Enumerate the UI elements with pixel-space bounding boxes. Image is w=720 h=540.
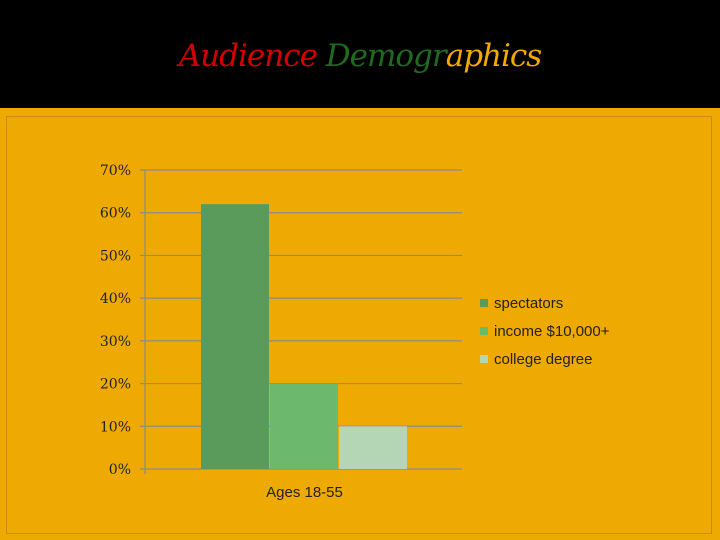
y-tick-label: 10% bbox=[100, 419, 131, 435]
legend-swatch bbox=[480, 327, 488, 335]
legend-label: income $10,000+ bbox=[494, 323, 610, 340]
legend-label: spectators bbox=[494, 295, 563, 312]
legend-swatch bbox=[480, 299, 488, 307]
bar-college-degree bbox=[339, 426, 407, 469]
y-tick-label: 60% bbox=[100, 206, 131, 222]
title-part-demogr: Demogr bbox=[325, 38, 447, 74]
y-tick-label: 20% bbox=[100, 377, 131, 393]
legend-swatch bbox=[480, 355, 488, 363]
bars bbox=[201, 204, 407, 469]
y-tick-label: 0% bbox=[109, 462, 131, 478]
y-tick-label: 30% bbox=[100, 334, 131, 350]
x-category-label: Ages 18-55 bbox=[266, 484, 343, 501]
y-tick-label: 40% bbox=[100, 291, 131, 307]
title-part-aphics: aphics bbox=[445, 38, 542, 74]
title-part-audience: Audience bbox=[178, 38, 326, 74]
y-axis-ticks: 0% 10% 20% 30% 40% 50% 60% 70% bbox=[100, 163, 131, 478]
y-tick-label: 70% bbox=[100, 163, 131, 179]
legend-label: college degree bbox=[494, 351, 592, 368]
y-tick-label: 50% bbox=[100, 248, 131, 264]
bar-spectators bbox=[201, 204, 269, 469]
legend: spectators income $10,000+ college degree bbox=[480, 295, 610, 368]
slide-title: Audience Demographics bbox=[0, 38, 720, 74]
x-axis-categories: Ages 18-55 bbox=[266, 484, 343, 501]
bar-income-10-000- bbox=[270, 383, 338, 469]
